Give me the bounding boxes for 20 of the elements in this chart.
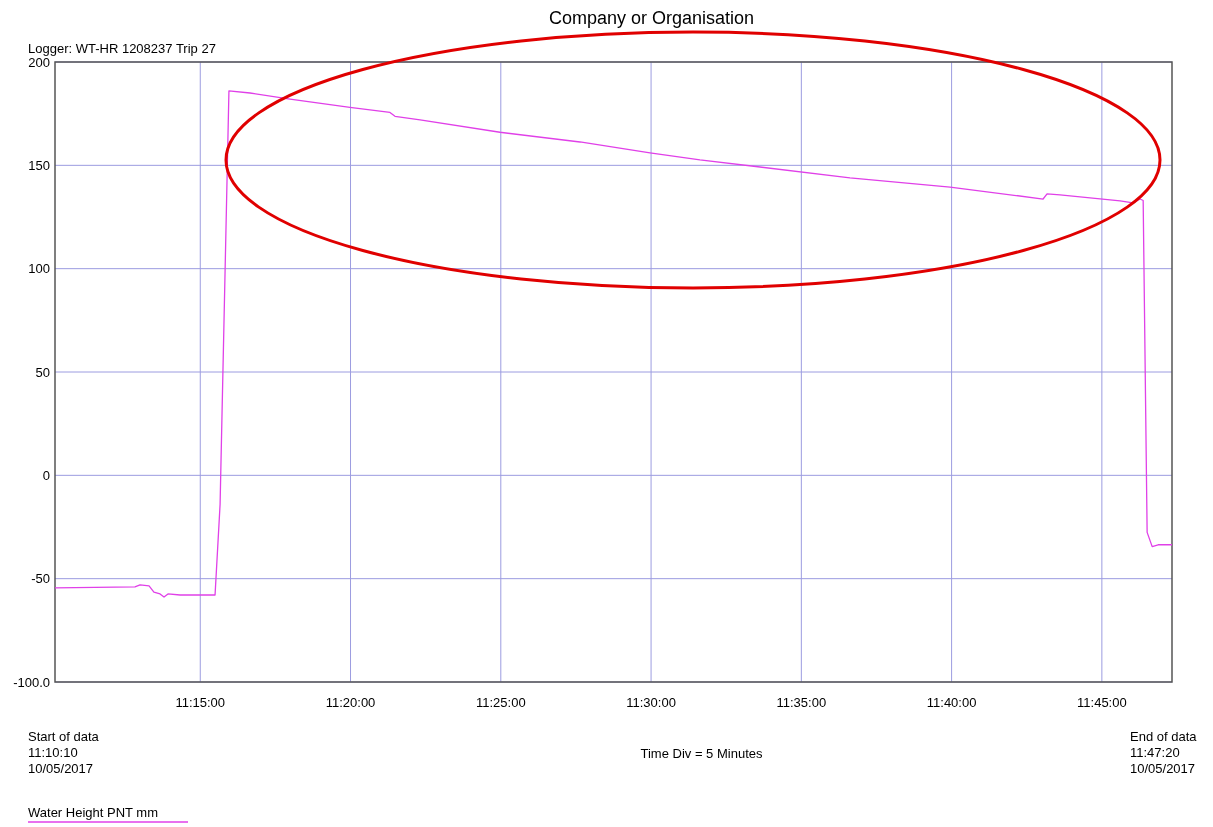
text: End of data 11:47:20 10/05/2017 [1130, 729, 1198, 776]
y-tick-label: 100 [28, 261, 50, 277]
x-tick-label: 11:20:00 [325, 695, 376, 710]
y-tick-label: -50 [31, 571, 50, 587]
x-tick-label: 11:40:00 [926, 695, 977, 710]
x-tick-label: 11:45:00 [1077, 695, 1127, 710]
text: Start of data 11:10:10 10/05/2017 [28, 729, 100, 776]
y-tick-label: 50 [35, 364, 50, 380]
y-tick-label: 0 [42, 467, 50, 483]
x-tick-label: 11:35:00 [776, 695, 827, 710]
chart-title: Company or Organisation [548, 8, 755, 28]
chart-subtitle: Logger: WT-HR 1208237 Trip 27 [28, 41, 216, 56]
y-tick-label: 150 [28, 157, 50, 173]
text: Time Div = 5 Minutes [640, 746, 763, 761]
x-tick-label: 11:25:00 [475, 695, 526, 710]
text: Water Height PNT mm [28, 805, 159, 820]
line-series [55, 90, 1172, 598]
x-tick-label: 11:15:00 [175, 695, 226, 710]
y-tick-label: -100.0 [13, 674, 50, 690]
x-tick-label: 11:30:00 [626, 695, 676, 710]
